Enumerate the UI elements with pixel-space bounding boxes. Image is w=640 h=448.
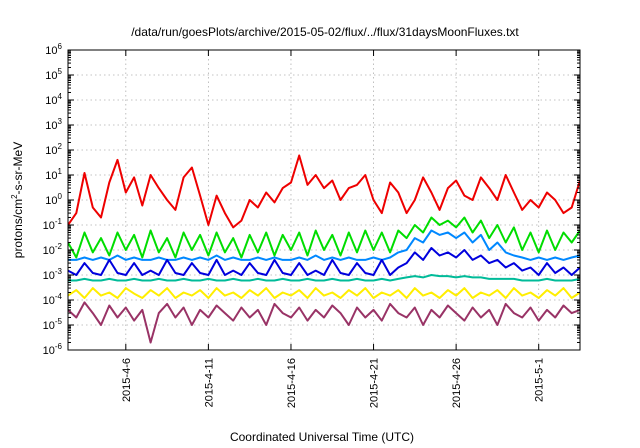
series-line-4	[68, 247, 580, 276]
y-tick-label: 10-2	[43, 242, 63, 257]
y-tick-base: 10	[45, 195, 57, 207]
y-tick-base: 10	[45, 120, 57, 132]
y-tick-base: 10	[45, 145, 57, 157]
x-tick-label: 2015-4-26	[451, 358, 463, 408]
y-tick-exponent: -4	[55, 292, 63, 301]
y-tick-exponent: 2	[58, 142, 63, 151]
y-tick-base: 10	[45, 95, 57, 107]
series-line-7	[68, 301, 580, 344]
y-tick-base: 10	[45, 70, 57, 82]
y-tick-label: 103	[45, 117, 62, 132]
y-tick-exponent: -5	[55, 317, 63, 326]
y-axis-label-sup: 2	[10, 194, 19, 199]
y-tick-base: 10	[43, 270, 55, 282]
y-tick-base: 10	[45, 170, 57, 182]
y-tick-base: 10	[43, 345, 55, 357]
y-tick-label: 104	[45, 92, 62, 107]
x-tick-label: 2015-5-1	[534, 358, 546, 402]
y-tick-label: 10-5	[43, 317, 63, 332]
y-tick-base: 10	[43, 295, 55, 307]
y-tick-exponent: -1	[55, 217, 63, 226]
series-line-1	[68, 154, 580, 229]
x-tick-label: 2015-4-11	[203, 358, 215, 407]
y-tick-labels: 10-610-510-410-310-210-11001011021031041…	[43, 42, 63, 357]
series-line-3	[68, 229, 580, 261]
x-tick-labels: 2015-4-6 2015-4-11 2015-4-16 2015-4-21 2015-…	[121, 358, 546, 408]
y-axis-label-post: -s-sr-MeV	[11, 142, 25, 195]
y-tick-label: 10-1	[43, 217, 63, 232]
y-tick-base: 10	[45, 45, 57, 57]
x-tick-label: 2015-4-6	[121, 358, 133, 402]
y-tick-label: 105	[45, 67, 62, 82]
y-tick-label: 102	[45, 142, 62, 157]
y-tick-base: 10	[43, 245, 55, 257]
y-axis-label-pre: protons/cm	[11, 199, 25, 258]
y-tick-exponent: 6	[58, 42, 63, 51]
y-tick-exponent: 0	[58, 192, 63, 201]
y-tick-label: 10-3	[43, 267, 63, 282]
series-line-2	[68, 216, 580, 259]
series-layer	[68, 154, 580, 344]
axis-ticks	[68, 49, 580, 351]
y-tick-label: 10-6	[43, 342, 63, 357]
x-tick-label: 2015-4-21	[369, 358, 381, 408]
chart-title: /data/run/goesPlots/archive/2015-05-02/f…	[131, 25, 519, 39]
y-tick-label: 106	[45, 42, 62, 57]
y-tick-base: 10	[43, 220, 55, 232]
y-tick-exponent: -3	[55, 267, 63, 276]
series-line-6	[68, 287, 580, 299]
y-tick-base: 10	[43, 320, 55, 332]
y-tick-exponent: 5	[58, 67, 63, 76]
x-axis-label: Coordinated Universal Time (UTC)	[230, 430, 414, 444]
y-tick-label: 101	[45, 167, 62, 182]
y-tick-exponent: 4	[58, 92, 63, 101]
y-tick-exponent: 3	[58, 117, 63, 126]
y-axis-label: protons/cm2-s-sr-MeV	[10, 142, 25, 258]
y-tick-exponent: -6	[55, 342, 63, 351]
y-tick-exponent: -2	[55, 242, 63, 251]
y-tick-label: 100	[45, 192, 62, 207]
y-tick-label: 10-4	[43, 292, 63, 307]
x-tick-label: 2015-4-16	[286, 358, 298, 408]
y-tick-exponent: 1	[58, 167, 63, 176]
series-line-5	[68, 274, 580, 282]
